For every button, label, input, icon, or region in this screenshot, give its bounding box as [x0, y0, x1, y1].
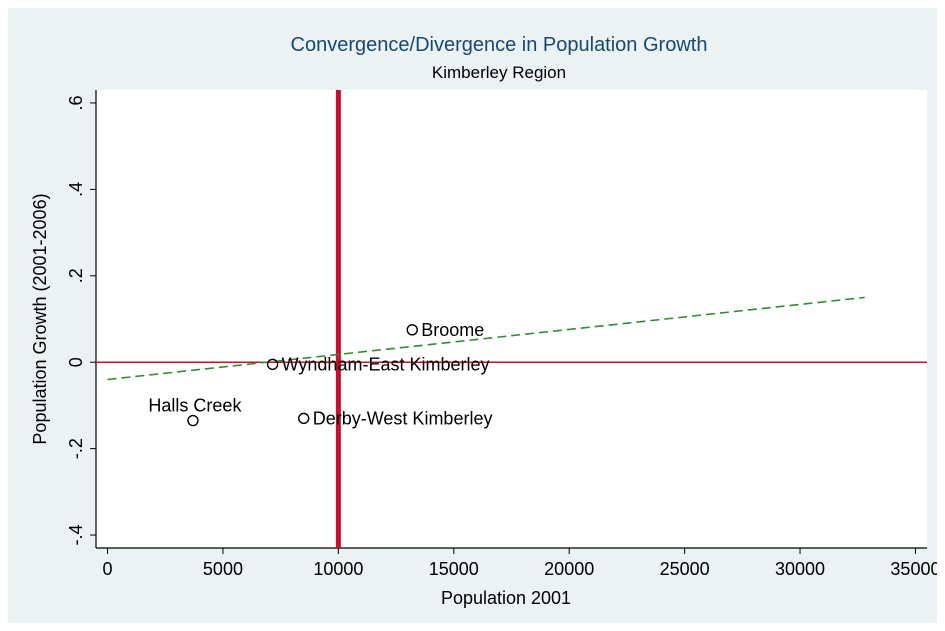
fit-line-layer — [107, 296, 865, 381]
x-tick-label: 0 — [103, 559, 113, 579]
plot-area — [96, 90, 927, 548]
y-tick-label: -.4 — [66, 525, 86, 546]
x-tick-label: 5000 — [203, 559, 243, 579]
data-point — [187, 414, 199, 427]
point-label: Halls Creek — [148, 396, 242, 416]
chart-canvas: Convergence/Divergence in Population Gro… — [30, 34, 937, 608]
x-tick-label: 25000 — [660, 559, 710, 579]
data-point — [266, 358, 279, 371]
x-axis-title: Population 2001 — [441, 588, 571, 608]
points-layer: Broome Wyndham-East Kimberley Derby-West K… — [148, 320, 492, 429]
chart-title: Convergence/Divergence in Population Gro… — [291, 34, 708, 56]
y-tick-label: .2 — [66, 268, 86, 283]
x-tick-label: 15000 — [429, 559, 479, 579]
axes: 0 5000 10000 15000 20000 25000 30000 35000 -.4 -.… — [66, 90, 937, 579]
y-axis-title: Population Growth (2001-2006) — [30, 193, 50, 444]
fit-line — [107, 296, 865, 381]
point-label: Broome — [421, 320, 484, 340]
y-tick-label: 0 — [66, 357, 86, 367]
x-tick-label: 10000 — [313, 559, 363, 579]
y-tick-label: -.2 — [66, 438, 86, 459]
y-tick-label: .6 — [66, 95, 86, 110]
data-point — [298, 412, 310, 425]
data-point — [406, 324, 418, 336]
chart-background: Convergence/Divergence in Population Gro… — [8, 8, 937, 623]
point-label: Derby-West Kimberley — [313, 408, 493, 428]
point-label: Wyndham-East Kimberley — [282, 354, 490, 374]
x-tick-label: 20000 — [544, 559, 594, 579]
x-tick-label: 35000 — [890, 559, 937, 579]
chart-subtitle: Kimberley Region — [432, 63, 566, 82]
x-tick-label: 30000 — [775, 559, 825, 579]
reference-lines — [96, 90, 927, 548]
y-tick-label: .4 — [66, 182, 86, 197]
